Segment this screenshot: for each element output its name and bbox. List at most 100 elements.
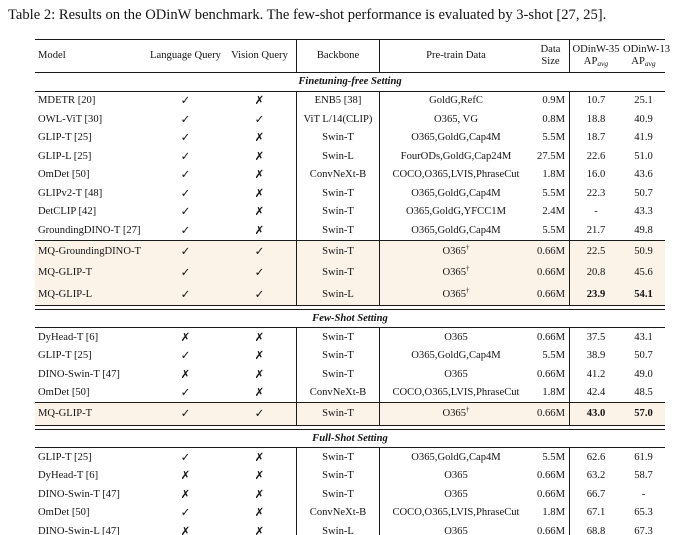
dagger-mark: † [466, 243, 470, 252]
odinw35-ap-cell: 18.7 [586, 132, 606, 144]
vision-query-cell: ✗ [223, 346, 297, 366]
model-cell: DINO-Swin-T [47] [38, 488, 120, 500]
cross-icon: ✗ [254, 93, 265, 108]
col-header-odinw13: ODinW-13 APavg [622, 40, 670, 72]
odinw13-ap-cell: 48.5 [634, 387, 653, 399]
pretrain-cell: O365 [444, 488, 468, 500]
language-query-cell: ✓ [148, 166, 223, 185]
data-size-cell: 0.66M [532, 262, 570, 284]
odinw35-ap-cell: 66.7 [586, 488, 606, 500]
data-size-cell: 5.5M [532, 346, 570, 366]
vision-query-cell: ✗ [223, 221, 297, 240]
check-icon: ✓ [254, 406, 265, 421]
vision-query-cell: ✗ [223, 147, 297, 166]
section-title: Full-Shot Setting [35, 428, 665, 449]
cross-icon: ✗ [180, 329, 191, 344]
pretrain-cell: O365† [380, 239, 532, 263]
col-header-data-size: Data Size [532, 40, 570, 73]
odinw35-ap-cell: 16.0 [586, 169, 606, 181]
vision-query-cell: ✗ [223, 202, 297, 222]
ap-avg-label: APavg [571, 56, 621, 68]
language-query-cell: ✓ [148, 262, 223, 284]
vision-query-cell: ✗ [223, 365, 297, 384]
model-cell: GroundingDINO-T [27] [38, 224, 141, 236]
dagger-mark: † [466, 264, 470, 273]
vision-query-cell: ✓ [223, 239, 297, 263]
section-title: Few-Shot Setting [35, 308, 665, 329]
cross-icon: ✗ [254, 148, 265, 163]
model-cell: OWL-ViT [30] [38, 113, 103, 125]
cross-icon: ✗ [254, 505, 265, 520]
language-query-cell: ✗ [148, 365, 223, 384]
odinw13-ap-cell: 61.9 [634, 451, 653, 463]
language-query-cell: ✓ [148, 347, 223, 366]
language-query-cell: ✓ [148, 448, 223, 467]
language-query-cell: ✓ [148, 147, 223, 166]
model-cell: DetCLIP [42] [38, 206, 97, 218]
cross-icon: ✗ [254, 185, 265, 200]
model-row: OmDet [50] ✓ ✗ ConvNeXt-B COCO,O365,LVIS,Phr… [35, 165, 665, 185]
vision-query-cell: ✗ [223, 128, 297, 148]
cross-icon: ✗ [254, 523, 265, 535]
data-size-cell: 5.5M [532, 448, 570, 467]
pretrain-cell: COCO,O365,LVIS,PhraseCut [392, 507, 520, 519]
model-cell: OmDet [50] [38, 169, 90, 181]
data-size-cell: 0.66M [532, 365, 570, 384]
model-row: GLIP-T [25] ✓ ✗ Swin-T O365,GoldG,Cap4M 5.5M 6… [35, 448, 665, 467]
data-size-line1: Data [540, 44, 561, 56]
odinw13-ap-cell: 50.7 [634, 187, 653, 199]
cross-icon: ✗ [254, 449, 265, 464]
odinw13-ap-cell: 65.3 [634, 507, 653, 519]
language-query-cell: ✓ [148, 184, 223, 203]
language-query-cell: ✓ [148, 110, 223, 129]
check-icon: ✓ [254, 265, 265, 280]
pretrain-cell: FourODs,GoldG,Cap24M [400, 150, 512, 162]
language-query-cell: ✗ [148, 485, 223, 504]
odinw13-ap-cell: 41.9 [634, 132, 653, 144]
vision-query-cell: ✓ [223, 283, 297, 306]
odinw35-ap-cell: 41.2 [586, 368, 606, 380]
data-size-cell: 1.8M [532, 383, 570, 403]
language-query-cell: ✓ [148, 239, 223, 263]
language-query-cell: ✓ [148, 402, 223, 426]
pretrain-cell: O365,GoldG,Cap4M [411, 224, 501, 236]
backbone-cell: ConvNeXt-B [297, 165, 380, 185]
odinw13-ap-cell: 43.6 [634, 169, 653, 181]
cross-icon: ✗ [180, 366, 191, 381]
data-size-cell: 0.66M [532, 328, 570, 347]
language-query-cell: ✓ [148, 203, 223, 222]
data-size-line2: Size [541, 56, 560, 68]
vision-query-cell: ✗ [223, 485, 297, 504]
pretrain-cell: O365,GoldG,YFCC1M [405, 206, 507, 218]
vision-query-cell: ✓ [223, 262, 297, 284]
data-size-cell: 1.8M [532, 503, 570, 523]
check-icon: ✓ [180, 167, 191, 182]
check-icon: ✓ [180, 185, 191, 200]
double-rule-gap [35, 305, 665, 309]
data-size-cell: 0.66M [532, 485, 570, 504]
pretrain-cell: O365 [444, 331, 468, 343]
cross-icon: ✗ [254, 486, 265, 501]
ap-subscript: avg [597, 58, 609, 68]
odinw35-ap-cell: 22.3 [586, 187, 606, 199]
odinw13-ap-cell: 50.9 [622, 239, 665, 263]
cross-icon: ✗ [254, 204, 265, 219]
data-size-cell: 0.66M [532, 466, 570, 486]
backbone-cell: Swin-T [297, 262, 380, 284]
language-query-cell: ✗ [148, 328, 223, 347]
vision-query-cell: ✗ [223, 466, 297, 486]
double-rule-gap [35, 425, 665, 429]
odinw13-ap-cell: 51.0 [634, 150, 653, 162]
model-cell: GLIP-T [25] [38, 451, 92, 463]
data-size-cell: 2.4M [532, 202, 570, 222]
backbone-cell: Swin-T [297, 184, 380, 203]
cross-icon: ✗ [254, 468, 265, 483]
backbone-cell: Swin-T [297, 402, 380, 426]
model-row: GLIP-T [25] ✓ ✗ Swin-T O365,GoldG,Cap4M 5.5M 3… [35, 346, 665, 366]
backbone-cell: Swin-T [297, 346, 380, 366]
pretrain-cell: COCO,O365,LVIS,PhraseCut [392, 387, 520, 399]
odinw13-header: ODinW-13 APavg [623, 44, 670, 68]
col-header-backbone: Backbone [297, 40, 380, 73]
model-cell: MQ-GLIP-T [35, 402, 148, 426]
